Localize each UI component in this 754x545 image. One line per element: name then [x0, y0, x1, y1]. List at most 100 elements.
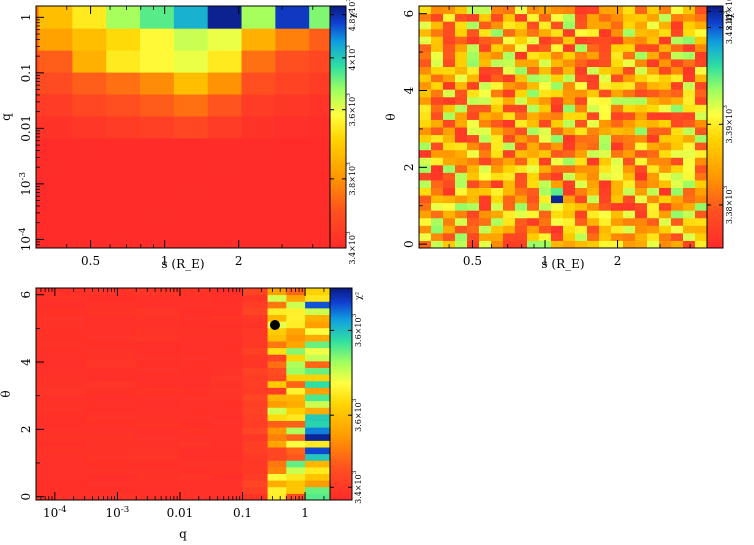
heatmap-cell: [647, 149, 660, 158]
heatmap-cell: [635, 134, 648, 143]
heatmap-cell: [587, 51, 600, 60]
heatmap-cell: [659, 66, 672, 75]
heatmap-cell: [36, 307, 87, 315]
heatmap-cell: [38, 137, 73, 161]
y-axis-label: q: [0, 113, 13, 121]
heatmap-cell: [136, 387, 181, 395]
heatmap-cell: [623, 58, 636, 67]
heatmap-cell: [683, 202, 696, 211]
heatmap-cell: [305, 314, 331, 322]
heatmap-cell: [539, 134, 552, 143]
heatmap-cell: [659, 28, 672, 37]
heatmap-cell: [455, 217, 468, 226]
heatmap-cell: [659, 21, 672, 30]
heatmap-cell: [515, 217, 528, 226]
y-axis-label: θ: [0, 390, 13, 397]
heatmap-cell: [503, 21, 516, 30]
heatmap-cell: [479, 202, 492, 211]
heatmap-cell: [443, 164, 456, 173]
heatmap-cell: [267, 334, 287, 342]
heatmap-cell: [503, 142, 516, 151]
heatmap-cell: [455, 142, 468, 151]
heatmap-cell: [242, 473, 269, 481]
heatmap-cell: [563, 187, 576, 196]
heatmap-cell: [86, 486, 137, 494]
heatmap-cell: [455, 111, 468, 120]
heatmap-cell: [623, 111, 636, 120]
heatmap-cell: [173, 94, 209, 117]
heatmap-cell: [455, 240, 468, 249]
heatmap-cell: [179, 288, 212, 296]
heatmap-cell: [659, 104, 672, 113]
heatmap-cell: [455, 119, 468, 128]
heatmap-cell: [36, 301, 87, 309]
heatmap-cell: [467, 28, 480, 37]
heatmap-cell: [179, 394, 212, 402]
heatmap-cell: [286, 321, 306, 329]
heatmap-cell: [305, 347, 331, 355]
heatmap-cell: [286, 400, 306, 408]
heatmap-cell: [503, 96, 516, 105]
heatmap-cell: [431, 149, 444, 158]
heatmap-cell: [455, 225, 468, 234]
heatmap-cell: [491, 127, 504, 136]
heatmap-cell: [551, 13, 564, 22]
heatmap-cell: [305, 400, 331, 408]
heatmap-cell: [551, 58, 564, 67]
heatmap-cell: [467, 202, 480, 211]
heatmap-cell: [599, 157, 612, 166]
x-tick-label: 2: [235, 254, 243, 268]
heatmap-cell: [623, 13, 636, 22]
heatmap-cell: [551, 149, 564, 158]
heatmap-cell: [136, 433, 181, 441]
heatmap-cell: [286, 314, 306, 322]
heatmap-cell: [695, 104, 708, 113]
heatmap-cell: [179, 466, 212, 474]
heatmap-cell: [527, 111, 540, 120]
heatmap-cell: [467, 74, 480, 83]
heatmap-cell: [551, 225, 564, 234]
heatmap-cell: [611, 225, 624, 234]
heatmap-cell: [515, 232, 528, 241]
heatmap-cell: [72, 159, 107, 183]
heatmap-cell: [623, 164, 636, 173]
heatmap-cell: [671, 149, 684, 158]
heatmap-cell: [179, 354, 212, 362]
heatmap-cell: [695, 58, 708, 67]
heatmap-cell: [503, 119, 516, 128]
heatmap-cell: [179, 427, 212, 435]
heatmap-cell: [309, 116, 331, 139]
heatmap-cell: [551, 74, 564, 83]
heatmap-cells: [419, 6, 708, 249]
heatmap-cell: [305, 480, 331, 488]
heatmap-cell: [140, 225, 175, 249]
heatmap-cell: [635, 58, 648, 67]
heatmap-cell: [695, 43, 708, 52]
heatmap-cell: [563, 81, 576, 90]
heatmap-cell: [86, 341, 137, 349]
heatmap-cell: [136, 453, 181, 461]
heatmap-cell: [72, 72, 107, 95]
heatmap-cell: [563, 217, 576, 226]
heatmap-cell: [659, 232, 672, 241]
heatmap-cell: [611, 111, 624, 120]
heatmap-cell: [599, 240, 612, 249]
heatmap-cell: [539, 232, 552, 241]
heatmap-cell: [599, 96, 612, 105]
heatmap-cell: [106, 137, 141, 161]
heatmap-cell: [623, 119, 636, 128]
heatmap-cell: [611, 104, 624, 113]
heatmap-cell: [515, 13, 528, 22]
heatmap-cell: [575, 195, 588, 204]
heatmap-cell: [575, 217, 588, 226]
heatmap-cell: [587, 36, 600, 45]
heatmap-cell: [211, 380, 244, 388]
heatmap-cell: [695, 172, 708, 181]
heatmap-cell: [241, 116, 276, 139]
heatmap-cell: [305, 486, 331, 494]
heatmap-cell: [599, 187, 612, 196]
heatmap-cell: [419, 127, 432, 136]
heatmap-cell: [36, 413, 87, 421]
heatmap-cell: [136, 360, 181, 368]
